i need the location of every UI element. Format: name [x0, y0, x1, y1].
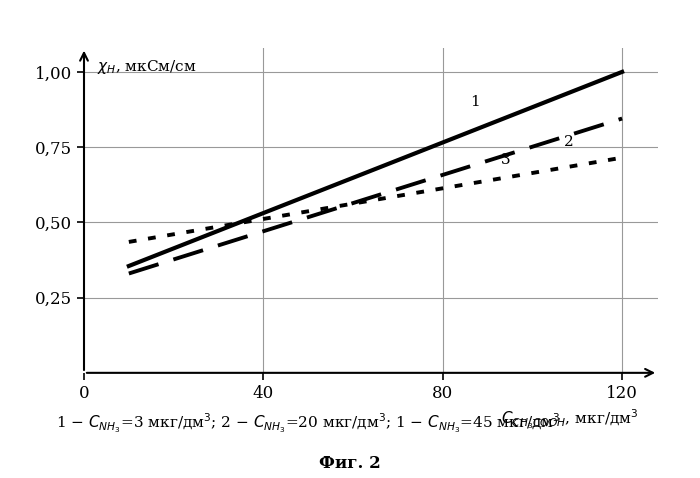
Text: $\chi_H$, мкСм/см: $\chi_H$, мкСм/см: [97, 57, 197, 76]
Text: 2: 2: [564, 135, 573, 149]
Text: $C_{CH_3COOH}$, мкг/дм$^3$: $C_{CH_3COOH}$, мкг/дм$^3$: [501, 407, 638, 431]
Text: 1 $-$ $C_{NH_3}$=3 мкг/дм$^3$; 2 $-$ $C_{NH_3}$=20 мкг/дм$^3$; 1 $-$ $C_{NH_3}$=: 1 $-$ $C_{NH_3}$=3 мкг/дм$^3$; 2 $-$ $C_…: [56, 412, 561, 435]
Text: Фиг. 2: Фиг. 2: [319, 455, 381, 472]
Text: 1: 1: [470, 96, 480, 109]
Text: 3: 3: [501, 152, 511, 167]
